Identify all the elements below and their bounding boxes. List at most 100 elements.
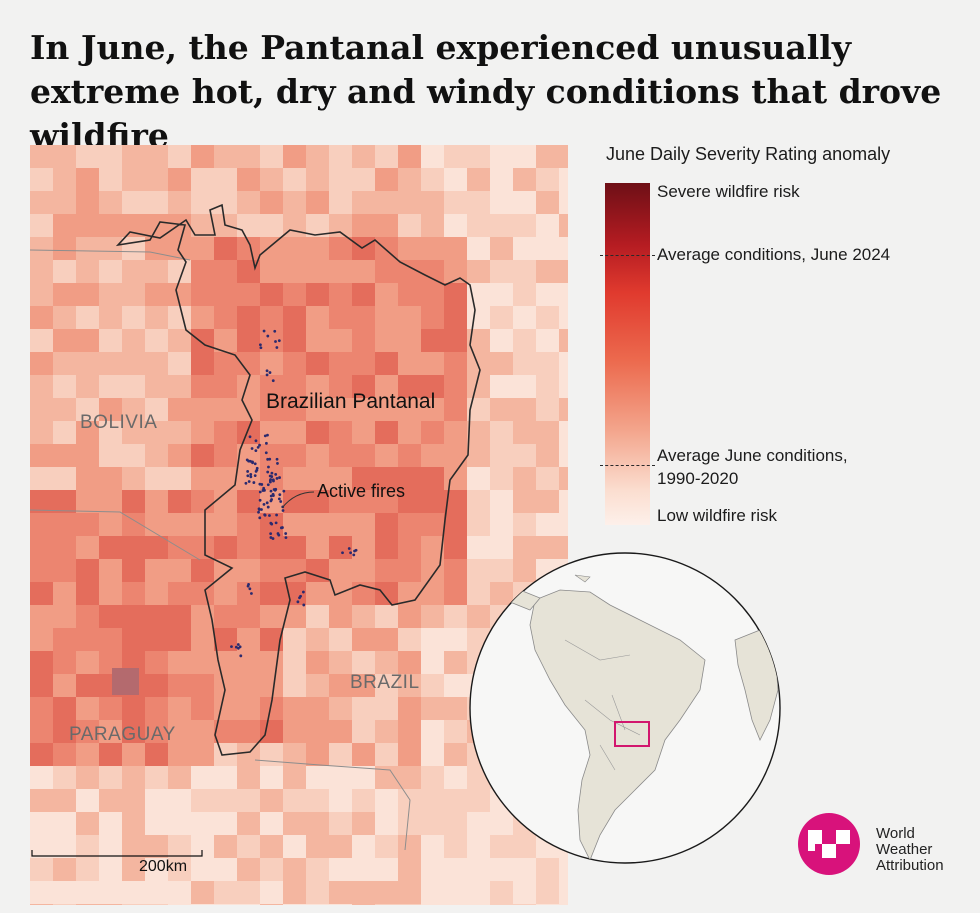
severity-heatmap (30, 145, 568, 905)
heatmap-cell (30, 904, 53, 905)
heatmap-cell (122, 375, 145, 398)
heatmap-cell (191, 237, 214, 260)
heatmap-cell (306, 398, 329, 421)
heatmap-cell (283, 145, 306, 168)
heatmap-cell (329, 375, 352, 398)
heatmap-cell (191, 352, 214, 375)
heatmap-cell (444, 329, 467, 352)
heatmap-cell (375, 306, 398, 329)
heatmap-cell (99, 720, 122, 743)
heatmap-cell (283, 260, 306, 283)
heatmap-cell (76, 398, 99, 421)
heatmap-cell (191, 628, 214, 651)
heatmap-cell (191, 191, 214, 214)
heatmap-cell (329, 444, 352, 467)
heatmap-cell (444, 743, 467, 766)
heatmap-cell (559, 214, 568, 237)
heatmap-cell (76, 559, 99, 582)
heatmap-cell (30, 720, 53, 743)
heatmap-cell (467, 789, 490, 812)
heatmap-cell (30, 306, 53, 329)
heatmap-cell (352, 605, 375, 628)
heatmap-cell (283, 421, 306, 444)
bolivia-label: BOLIVIA (80, 412, 158, 433)
heatmap-cell (214, 513, 237, 536)
heatmap-cell (421, 904, 444, 905)
heatmap-cell (53, 789, 76, 812)
heatmap-cell (306, 743, 329, 766)
heatmap-cell (260, 306, 283, 329)
heatmap-cell (76, 145, 99, 168)
heatmap-cell (260, 214, 283, 237)
fire-dot (279, 500, 283, 503)
heatmap-cell (260, 168, 283, 191)
fire-dot (266, 470, 270, 474)
heatmap-cell (398, 421, 421, 444)
heatmap-cell (191, 858, 214, 881)
heatmap-cell (444, 605, 467, 628)
heatmap-cell (76, 605, 99, 628)
heatmap-cell (444, 490, 467, 513)
heatmap-cell (260, 789, 283, 812)
heatmap-cell (398, 398, 421, 421)
heatmap-cell (490, 835, 513, 858)
heatmap-cell (306, 628, 329, 651)
heatmap-cell (306, 720, 329, 743)
heatmap-cell (76, 674, 99, 697)
heatmap-cell (398, 214, 421, 237)
heatmap-cell (191, 283, 214, 306)
heatmap-cell (260, 536, 283, 559)
heatmap-cell (122, 536, 145, 559)
heatmap-cell (283, 835, 306, 858)
heatmap-cell (145, 858, 168, 881)
heatmap-cell (306, 881, 329, 904)
heatmap-cell (122, 513, 145, 536)
heatmap-cell (145, 352, 168, 375)
heatmap-cell (421, 766, 444, 789)
heatmap-cell (30, 651, 53, 674)
heatmap-cell (122, 214, 145, 237)
heatmap-cell (375, 283, 398, 306)
heatmap-cell (329, 789, 352, 812)
heatmap-cell (214, 789, 237, 812)
heatmap-cell (30, 375, 53, 398)
heatmap-cell (168, 191, 191, 214)
heatmap-cell (490, 536, 513, 559)
heatmap-cell (467, 145, 490, 168)
heatmap-cell (168, 789, 191, 812)
fire-dot (265, 441, 268, 445)
heatmap-cell (352, 881, 375, 904)
fires-callout-line (281, 491, 315, 509)
heatmap-cell (398, 881, 421, 904)
heatmap-cell (536, 881, 559, 904)
heatmap-cell (122, 835, 145, 858)
heatmap-cell (490, 858, 513, 881)
heatmap-cell (168, 881, 191, 904)
heatmap-cell (30, 881, 53, 904)
heatmap-cell (421, 145, 444, 168)
fire-dot (275, 457, 279, 461)
heatmap-cell (214, 329, 237, 352)
heatmap-cell (30, 513, 53, 536)
heatmap-cell (99, 605, 122, 628)
scale-bar (31, 850, 203, 857)
heatmap-cell (191, 743, 214, 766)
heatmap-cell (421, 237, 444, 260)
heatmap-cell (306, 490, 329, 513)
heatmap-cell (283, 789, 306, 812)
heatmap-cell (467, 168, 490, 191)
heatmap-cell (283, 329, 306, 352)
heatmap-cell (467, 513, 490, 536)
heatmap-cell (352, 904, 375, 905)
heatmap-cell (76, 352, 99, 375)
heatmap-cell (283, 490, 306, 513)
heatmap-cell (237, 651, 260, 674)
heatmap-cell (444, 835, 467, 858)
heatmap-cell (444, 352, 467, 375)
heatmap-cell (99, 835, 122, 858)
heatmap-cell (76, 329, 99, 352)
heatmap-cell (122, 881, 145, 904)
legend-avg-hist-line1: Average June conditions, (657, 446, 848, 465)
fire-dot (270, 475, 274, 478)
heatmap-cell (306, 375, 329, 398)
